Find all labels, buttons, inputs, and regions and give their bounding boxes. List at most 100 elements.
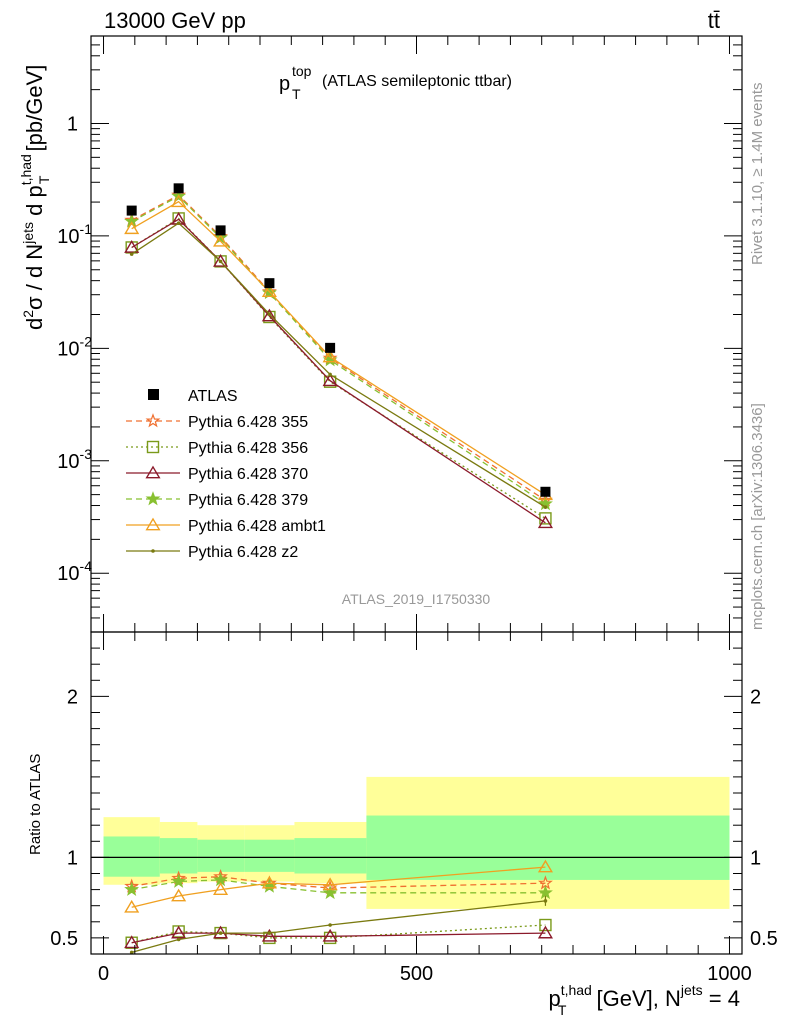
ratio-ytick-label-right: 0.5 xyxy=(750,928,778,950)
s356-ratio-point xyxy=(539,918,552,932)
sambt1-ratio-point xyxy=(322,877,338,891)
legend-s370-label: Pythia 6.428 370 xyxy=(188,466,308,483)
s370-ratio-line xyxy=(131,932,546,944)
legend: ATLAS Pythia 6.428 355 Pythia 6.428 356 … xyxy=(126,388,326,561)
uncertainty-band-inner xyxy=(103,836,160,877)
process-label: tt̄ xyxy=(708,8,720,33)
sz2-ratio-point xyxy=(267,931,272,935)
legend-atlas: ATLAS xyxy=(148,388,238,405)
legend-s379-marker xyxy=(145,491,161,506)
s370-main-point xyxy=(124,240,140,253)
s356-main-point xyxy=(539,512,552,525)
ylabel-dp: d p xyxy=(22,185,47,222)
x-axis-ticks: 0 500 1000 xyxy=(98,36,752,985)
sambt1-main-point xyxy=(124,221,140,235)
sz2-ratio-point xyxy=(328,923,332,927)
ylabel-sub3: T xyxy=(36,175,52,184)
s379-ratio-point xyxy=(538,885,553,900)
sambt1-ratio-point xyxy=(171,888,187,902)
xlabel: pt,had T [GeV], Njets = 4 xyxy=(548,982,740,1018)
ylabel-sup2: jets xyxy=(20,222,36,245)
uncertainty-band-inner xyxy=(294,838,367,874)
uncertainty-band-inner xyxy=(366,815,730,880)
sz2-main-line xyxy=(131,222,546,508)
s370-ratio-point xyxy=(124,935,140,949)
sambt1-ratio-line xyxy=(131,866,546,908)
legend-s370-marker xyxy=(145,465,161,479)
sz2-main-point xyxy=(129,252,134,256)
ylabel-sup3: t,had xyxy=(18,154,34,185)
main-ylabel-text: d2σ / d Njets d pt,had T [pb/GeV] xyxy=(18,65,52,330)
s370-main-point xyxy=(322,373,338,387)
main-ytick-label: 10-2 xyxy=(57,333,92,360)
ratio-ytick-label-right: 2 xyxy=(750,686,761,708)
main-ytick-base: 10 xyxy=(57,338,79,360)
legend-s370: Pythia 6.428 370 xyxy=(126,466,308,483)
ratio-ylabel: Ratio to ATLAS xyxy=(27,754,44,855)
ratio-bands xyxy=(91,776,742,909)
ratio-curves xyxy=(124,859,553,955)
s370-ratio-point xyxy=(171,925,187,939)
legend-s356-label: Pythia 6.428 356 xyxy=(188,440,308,457)
main-ytick-label: 10-3 xyxy=(57,446,92,473)
uncertainty-band-inner xyxy=(244,839,295,872)
plot-title-sub: T xyxy=(292,86,301,102)
s356-ratio-point xyxy=(323,931,337,945)
xlabel-text: pt,had T [GeV], Njets = 4 xyxy=(548,982,740,1018)
main-ytick-base: 10 xyxy=(57,226,79,248)
sz2-ratio-point xyxy=(176,937,181,942)
s379-ratio-point xyxy=(171,873,187,888)
ratio-axis-ticks: 2 2 1 1 0.5 0.5 xyxy=(50,647,778,950)
legend-sz2-marker xyxy=(151,549,155,553)
s370-ratio-point xyxy=(213,925,229,939)
main-ytick-exp: -2 xyxy=(80,333,93,349)
plot-title-rest: (ATLAS semileptonic ttbar) xyxy=(322,73,512,90)
xlabel-gev: [GeV], N xyxy=(590,986,680,1011)
main-ytick-label: 10-1 xyxy=(57,221,92,248)
sz2-ratio-point xyxy=(129,950,134,955)
main-ytick-base: 1 xyxy=(67,113,78,135)
main-ytick-base: 10 xyxy=(57,451,79,473)
sambt1-main-line xyxy=(131,200,546,496)
sz2-main-point xyxy=(267,312,272,316)
ylabel-unit: [pb/GeV] xyxy=(22,65,47,158)
legend-sz2: Pythia 6.428 z2 xyxy=(126,544,298,561)
energy-label: 13000 GeV pp xyxy=(104,8,246,33)
s379-ratio-point xyxy=(124,881,140,896)
s355-ratio-line xyxy=(131,876,546,889)
ratio-panel: 2 2 1 1 0.5 0.5 xyxy=(50,631,778,955)
analysis-id: ATLAS_2019_I1750330 xyxy=(342,591,491,607)
sz2-main-point xyxy=(176,221,181,225)
legend-s356: Pythia 6.428 356 xyxy=(126,440,308,457)
xlabel-sup2: jets xyxy=(680,982,703,998)
plot-title-sup: top xyxy=(292,63,312,79)
legend-sambt1-label: Pythia 6.428 ambt1 xyxy=(188,518,326,535)
legend-markers xyxy=(145,413,161,553)
sambt1-ratio-point xyxy=(537,859,553,873)
main-ytick-exp: -3 xyxy=(80,446,93,462)
atlas-data-point xyxy=(215,225,226,236)
s370-main-point xyxy=(537,515,553,529)
mcplots-label: mcplots.cern.ch [arXiv:1306.3436] xyxy=(749,403,766,630)
main-ytick-base: 10 xyxy=(57,563,79,585)
sambt1-main-point xyxy=(261,284,277,298)
xlabel-sub1: T xyxy=(558,1002,567,1018)
s370-main-point xyxy=(213,253,229,267)
main-ytick-label: 10-4 xyxy=(57,558,92,585)
ylabel-d: d xyxy=(22,318,47,330)
plot-title-main: p xyxy=(279,73,290,95)
main-axis-ticks: 110-110-210-310-4 xyxy=(57,35,742,633)
legend-atlas-marker xyxy=(148,389,159,400)
ratio-ytick-label-left: 0.5 xyxy=(50,928,78,950)
atlas-data-point xyxy=(540,486,551,497)
rivet-label: Rivet 3.1.10, ≥ 1.4M events xyxy=(749,83,766,266)
xlabel-eq: = 4 xyxy=(703,986,740,1011)
sz2-main-point xyxy=(328,372,332,377)
main-panel: 110-110-210-310-4 xyxy=(57,35,743,633)
legend-s355: Pythia 6.428 355 xyxy=(126,414,308,431)
sz2-main-point xyxy=(218,259,223,264)
legend-s379: Pythia 6.428 379 xyxy=(126,492,308,509)
atlas-data-point xyxy=(264,278,275,289)
sz2-main-point xyxy=(543,505,548,509)
